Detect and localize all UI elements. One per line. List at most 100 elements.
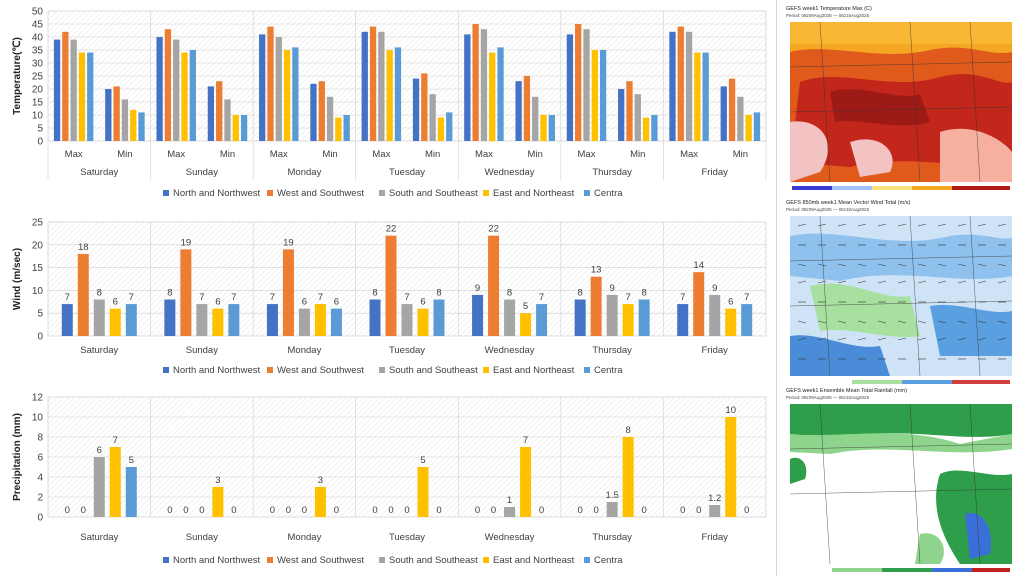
wind-data-label: 7 [625,292,630,303]
wind-arrow [817,280,827,284]
temp-bar [62,31,69,141]
rainfall-map-svg [790,404,1012,564]
precip-data-label: 7 [523,435,528,446]
rainfall-map-period: Period: 08z09Aug2025 — 06z15Aug2025 [786,395,870,400]
temp-bar [189,50,196,141]
temp-bar [121,99,129,141]
temp-legend-swatch [584,190,590,196]
wind-arrow [897,320,907,324]
temp-sub-label: Max [475,149,493,160]
temp-bar [78,52,86,141]
temp-bar [753,112,761,141]
wind-data-label: 5 [523,301,528,312]
temp-bar [720,86,727,141]
precip-data-label: 0 [577,505,582,516]
temp-bar [232,115,239,141]
wind-data-label: 8 [436,288,441,299]
precip-ytick-label: 2 [37,493,43,504]
temp-legend-label: East and Northeast [493,188,575,199]
precip-legend-label: East and Northeast [493,555,575,566]
precip-data-label: 0 [475,505,480,516]
wind-arrow [957,263,967,267]
wind-map-title: GEFS 850mb week1 Mean Vector Wind Total … [786,200,911,206]
wind-data-label: 8 [641,288,646,299]
wind-data-label: 8 [372,288,377,299]
precip-bar [504,507,516,517]
temperature-map-svg [790,22,1012,182]
temp-bar [702,52,709,141]
temp-bar [283,50,291,141]
temp-day-label: Friday [702,167,729,178]
wind-bar [417,308,429,336]
precip-bar [417,467,429,517]
temp-sub-label: Min [425,149,440,160]
temp-bar [386,50,393,141]
precip-data-label: 0 [65,505,70,516]
wind-bar [385,235,397,336]
precip-data-label: 0 [539,505,544,516]
precip-data-label: 1.2 [708,493,721,504]
temp-bar [429,94,436,141]
wind-arrow [837,280,847,284]
temp-bar [412,78,420,141]
temp-bar [728,78,736,141]
temperature-map-title: GEFS week1 Temperature Max (C) [786,6,872,12]
wind-arrow [977,320,987,324]
wind-data-label: 13 [591,265,602,276]
temp-bar [53,39,61,141]
wind-bar [606,294,618,336]
wind-legend-swatch [483,367,489,373]
wind-arrow [857,223,867,227]
wind-data-label: 6 [420,297,425,308]
wind-data-label: 22 [386,224,397,235]
wind-arrow [977,337,987,341]
wind-bar [622,304,634,336]
wind-data-label: 9 [475,283,480,294]
temp-bar [642,117,650,141]
wind-bar [433,299,445,336]
precip-legend-label: North and Northwest [173,555,260,566]
wind-arrow [837,263,847,267]
wind-arrow [997,337,1007,341]
precip-data-label: 0 [334,505,339,516]
temp-bar [599,50,607,141]
wind-arrow [817,263,827,267]
wind-legend-label: East and Northeast [493,365,575,376]
temp-legend-swatch [163,190,169,196]
wind-arrow [797,320,807,324]
wind-arrow [877,320,887,324]
wind-map-svg [790,216,1012,376]
wind-data-label: 6 [113,297,118,308]
precip-data-label: 0 [641,505,646,516]
precip-bar [725,417,737,517]
wind-data-label: 7 [318,292,323,303]
precip-data-label: 0 [81,505,86,516]
precip-bar [125,467,137,517]
wind-arrow [897,263,907,267]
precip-ytick-label: 8 [37,433,43,444]
temp-day-label: Sunday [186,167,218,178]
temp-sub-label: Min [528,149,543,160]
wind-arrow [817,337,827,341]
precip-bar [622,437,634,517]
wind-arrow [837,337,847,341]
wind-day-label: Thursday [592,345,632,356]
wind-arrow [897,337,907,341]
temp-bar [540,115,547,141]
temp-legend-label: West and Southwest [277,188,364,199]
temp-sub-label: Min [117,149,132,160]
wind-bar [693,272,705,336]
precip-data-label: 0 [199,505,204,516]
wind-legend-label: West and Southwest [277,365,364,376]
wind-chart: 0 5 10 15 20 25 Wind (m/sec) 7 18 8 6 7 Saturday 8 19 7… [0,207,770,385]
wind-arrow [937,280,947,284]
wind-bar [314,304,326,336]
wind-data-label: 19 [283,237,294,248]
wind-day-label: Monday [288,345,322,356]
temp-bar [130,109,137,141]
wind-bar [125,304,137,336]
temp-bar [532,96,539,141]
wind-data-label: 6 [302,297,307,308]
wind-arrow [877,223,887,227]
